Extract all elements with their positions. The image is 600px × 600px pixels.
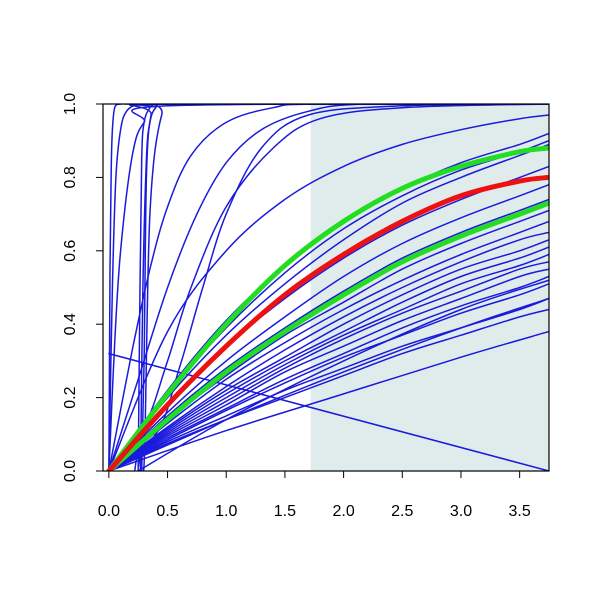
blue-series-line-25 (108, 261, 549, 471)
blue-series-line-8 (108, 104, 549, 471)
blue-series-line-2 (108, 104, 549, 471)
blue-series-line-29 (108, 308, 549, 471)
blue-series-line-15 (108, 143, 549, 471)
blue-series-line-23 (108, 246, 549, 471)
y-axis: 0.0 0.2 0.4 0.6 0.8 1.0 (62, 93, 103, 482)
shaded-region-layer (310, 104, 549, 471)
blue-series-line-33 (137, 279, 549, 471)
blue-series-line-27 (108, 275, 549, 471)
blue-series-line-9 (108, 104, 549, 471)
y-tick-label-1: 0.2 (62, 386, 79, 408)
plot-frame (102, 103, 550, 472)
blue-series-line-26 (108, 268, 549, 471)
y-tick-label-4: 0.8 (62, 166, 79, 188)
blue-series-line-21 (108, 231, 549, 471)
blue-series-line-4 (135, 104, 549, 471)
blue-series-line-6 (133, 104, 549, 471)
x-tick-label-7: 3.5 (509, 503, 531, 520)
x-tick-label-3: 1.5 (274, 503, 296, 520)
blue-series-line-20 (108, 220, 549, 471)
shaded-region (310, 104, 549, 471)
blue-series-line-22 (108, 239, 549, 471)
blue-series-line-18 (108, 198, 549, 471)
blue-series-line-31 (108, 330, 549, 471)
y-tick-label-3: 0.6 (62, 240, 79, 262)
x-tick-label-5: 2.5 (391, 503, 413, 520)
x-tick-label-1: 0.5 (156, 503, 178, 520)
blue-series-line-17 (108, 183, 549, 471)
x-tick-label-6: 3.0 (450, 503, 472, 520)
blue-series-line-10 (108, 104, 549, 471)
blue-series-line-24 (108, 253, 549, 471)
green-series-line-34 (106, 145, 549, 471)
x-axis: 0.0 0.5 1.0 1.5 2.0 2.5 3.0 3.5 (98, 471, 531, 520)
red-series-line-36 (106, 174, 549, 471)
blue-series-line-28 (108, 283, 549, 471)
x-tick-label-2: 1.0 (215, 503, 237, 520)
blue-series-line-32 (108, 297, 549, 471)
blue-series-line-12 (108, 114, 549, 471)
blue-series-line-30 (108, 297, 549, 471)
green-series-line-35 (106, 200, 549, 471)
y-tick-label-0: 0.0 (62, 460, 79, 482)
x-tick-label-0: 0.0 (98, 503, 120, 520)
y-tick-label-2: 0.4 (62, 313, 79, 335)
y-tick-label-5: 1.0 (62, 93, 79, 115)
x-tick-label-4: 2.0 (332, 503, 354, 520)
series-layer (106, 104, 549, 471)
